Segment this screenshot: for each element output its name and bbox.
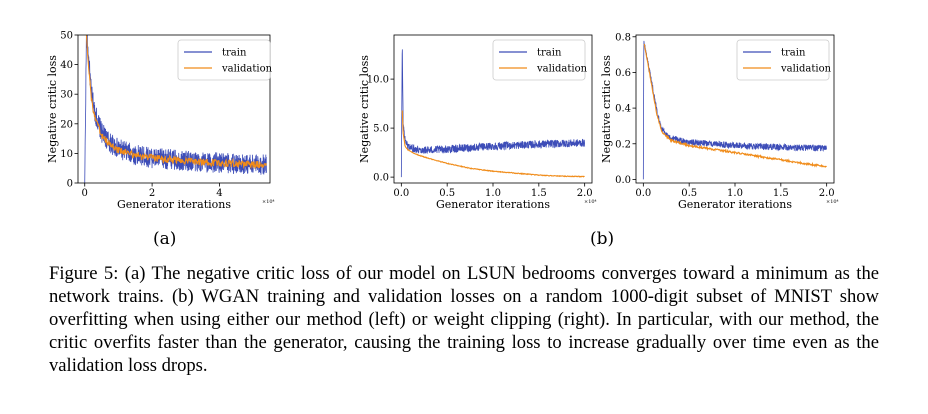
y-tick-label: 0.4	[615, 104, 631, 115]
y-tick-label: 40	[60, 60, 73, 71]
x-tick-label: 0.0	[635, 188, 651, 199]
y-tick-label: 10.0	[367, 75, 389, 86]
y-tick-label: 0	[67, 179, 73, 190]
y-tick-label: 0.2	[615, 139, 631, 150]
y-tick-label: 5.0	[373, 124, 389, 135]
y-axis-label: Negative critic loss	[600, 55, 613, 163]
legend: train validation	[736, 39, 832, 81]
series-train-line	[400, 49, 586, 178]
x-axis-multiplier: ×10⁴	[826, 199, 839, 205]
subcaption-b: (b)	[590, 229, 615, 249]
x-tick-label: 2.0	[819, 188, 835, 199]
y-tick-label: 0.6	[615, 68, 631, 79]
y-tick-label: 20	[60, 119, 73, 130]
legend-label-validation: validation	[221, 64, 273, 75]
x-tick-label: 0.5	[439, 188, 455, 199]
series-validation-line	[643, 43, 827, 168]
y-tick-label: 0.0	[373, 173, 389, 184]
figure-caption: Figure 5: (a) The negative critic loss o…	[49, 263, 879, 376]
x-tick-label: 1.5	[773, 188, 789, 199]
x-tick-label: 1.0	[485, 188, 501, 199]
series-validation-line	[85, 35, 267, 170]
x-tick-label: 0.5	[681, 188, 697, 199]
y-tick-label: 10	[60, 149, 73, 160]
y-axis-label: Negative critic loss	[358, 55, 371, 163]
plot-mnist-weight-clipping: 0.0 0.5 1.0 1.5 2.0 0.0 0.2 0.4 0.6 0.8 Generator …	[600, 32, 839, 211]
x-tick-label: 2	[149, 188, 155, 199]
x-axis-multiplier: ×10⁴	[262, 199, 275, 205]
plot-frame	[77, 34, 271, 184]
subcaption-a: (a)	[153, 229, 177, 249]
legend-label-train: train	[781, 48, 806, 59]
x-tick-label: 0.0	[393, 188, 409, 199]
x-axis-label: Generator iterations	[436, 198, 550, 211]
legend-label-train: train	[537, 48, 562, 59]
y-tick-label: 0.0	[615, 175, 631, 186]
y-axis-label: Negative critic loss	[46, 55, 59, 163]
x-axis-label: Generator iterations	[678, 198, 792, 211]
legend: train validation	[492, 39, 588, 81]
y-tick-label: 50	[60, 31, 73, 42]
x-tick-label: 1.0	[727, 188, 743, 199]
y-tick-label: 30	[60, 90, 73, 101]
x-tick-label: 2.0	[577, 188, 593, 199]
x-tick-label: 1.5	[531, 188, 547, 199]
x-axis-multiplier: ×10⁴	[584, 199, 597, 205]
x-tick-label: 0	[82, 188, 88, 199]
series-train-line	[84, 35, 268, 183]
y-tick-label: 0.8	[615, 32, 631, 43]
series-validation-line	[401, 110, 585, 178]
legend-label-validation: validation	[780, 64, 832, 75]
x-tick-label: 4	[216, 188, 222, 199]
plot-mnist-our-method: 0.0 0.5 1.0 1.5 2.0 0.0 5.0 10.0 Generator itera…	[358, 34, 597, 211]
x-axis-label: Generator iterations	[117, 198, 231, 211]
legend: train validation	[177, 39, 273, 81]
legend-label-validation: validation	[536, 64, 588, 75]
legend-label-train: train	[222, 48, 247, 59]
